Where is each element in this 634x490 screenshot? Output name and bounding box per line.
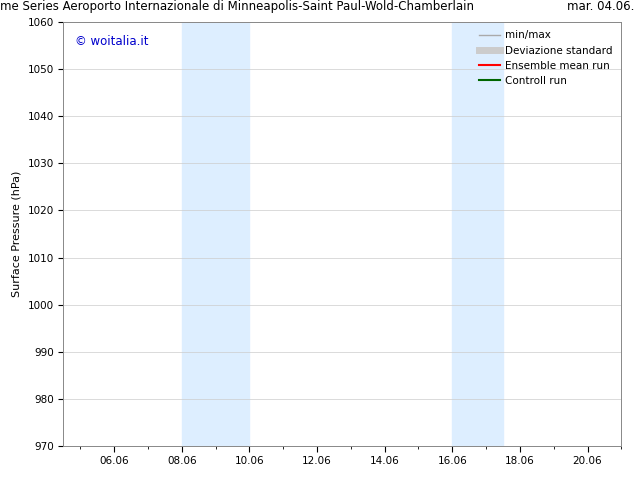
Bar <box>452 22 503 446</box>
Y-axis label: Surface Pressure (hPa): Surface Pressure (hPa) <box>12 171 22 297</box>
Text: me Series Aeroporto Internazionale di Minneapolis-Saint Paul-Wold-Chamberlain: me Series Aeroporto Internazionale di Mi… <box>0 0 474 13</box>
Text: mar. 04.06.: mar. 04.06. <box>567 0 634 13</box>
Text: © woitalia.it: © woitalia.it <box>75 35 148 48</box>
Bar <box>182 22 249 446</box>
Legend: min/max, Deviazione standard, Ensemble mean run, Controll run: min/max, Deviazione standard, Ensemble m… <box>476 27 616 89</box>
